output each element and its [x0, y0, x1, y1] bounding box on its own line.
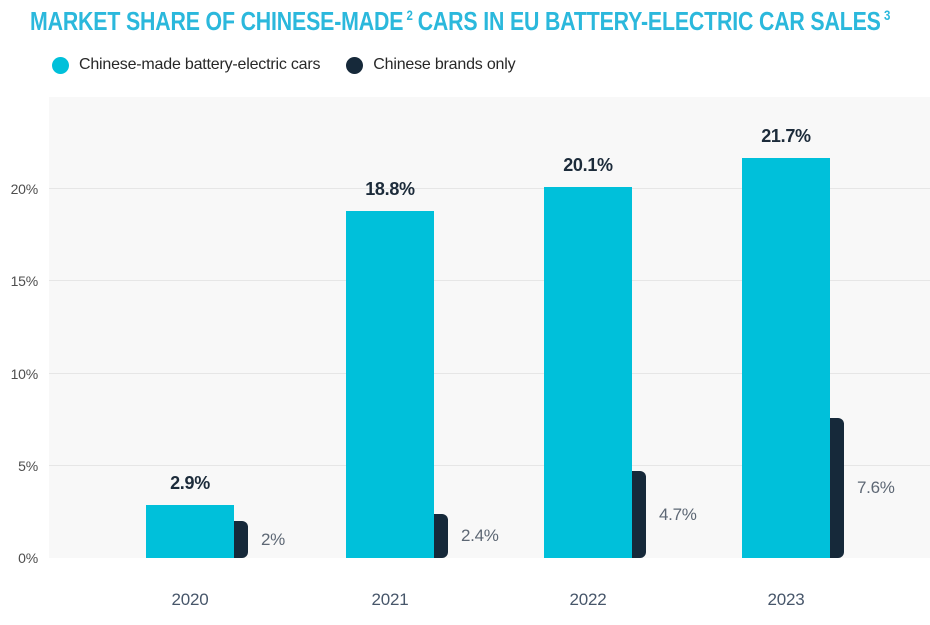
value-label-chinese-made-2022: 20.1%: [563, 155, 613, 176]
bar-chinese-made-2023: [742, 157, 830, 558]
value-label-chinese-made-2021: 18.8%: [365, 179, 415, 200]
value-label-chinese-brands-2020: 2%: [261, 529, 285, 549]
bar-chinese-made-2020: [146, 504, 234, 558]
bar-chinese-made-2021: [346, 211, 434, 558]
x-axis-label-2023: 2023: [767, 590, 805, 609]
legend: Chinese-made battery-electric cars Chine…: [52, 56, 516, 74]
plot-area: 2.9% 2% 18.8% 2.4% 20.1% 4.7% 21.7% 7.6%: [49, 97, 930, 558]
chart-title: MARKET SHARE OF CHINESE-MADE 2 CARS IN EU …: [30, 6, 892, 37]
y-axis-tick-15%: 15%: [10, 273, 39, 290]
x-axis-label-2021: 2021: [371, 590, 409, 609]
legend-navy-dot-icon: [346, 56, 364, 74]
y-axis-tick-20%: 20%: [10, 181, 39, 198]
gridline-10%: [49, 372, 930, 374]
title-text-2: CARS IN EU BATTERY-ELECTRIC CAR SALES: [417, 6, 881, 36]
gridline-20%: [49, 188, 930, 190]
legend-item-chinese-brands-only: Chinese brands only: [346, 56, 516, 74]
value-label-chinese-brands-2022: 4.7%: [659, 504, 697, 524]
bar-chinese-made-2022: [544, 187, 632, 558]
value-label-chinese-made-2023: 21.7%: [761, 125, 811, 146]
gridline-5%: [49, 464, 930, 466]
value-label-chinese-brands-2021: 2.4%: [461, 525, 499, 545]
title-text-1: MARKET SHARE OF CHINESE-MADE: [30, 6, 404, 36]
legend-label: Chinese-made battery-electric cars: [79, 56, 321, 73]
legend-label: Chinese brands only: [373, 56, 516, 73]
legend-item-chinese-made-bev: Chinese-made battery-electric cars: [52, 56, 320, 74]
value-label-chinese-brands-2023: 7.6%: [857, 477, 895, 497]
value-label-chinese-made-2020: 2.9%: [170, 472, 210, 493]
y-axis-tick-5%: 5%: [18, 457, 38, 474]
y-axis-tick-10%: 10%: [10, 365, 39, 382]
gridline-15%: [49, 280, 930, 282]
x-axis-label-2020: 2020: [171, 590, 209, 609]
x-axis-label-2022: 2022: [569, 590, 607, 609]
legend-cyan-dot-icon: [52, 56, 69, 74]
title-footnote-3: 3: [883, 7, 891, 23]
title-footnote-2: 2: [406, 7, 413, 23]
y-axis-tick-0%: 0%: [18, 550, 38, 566]
